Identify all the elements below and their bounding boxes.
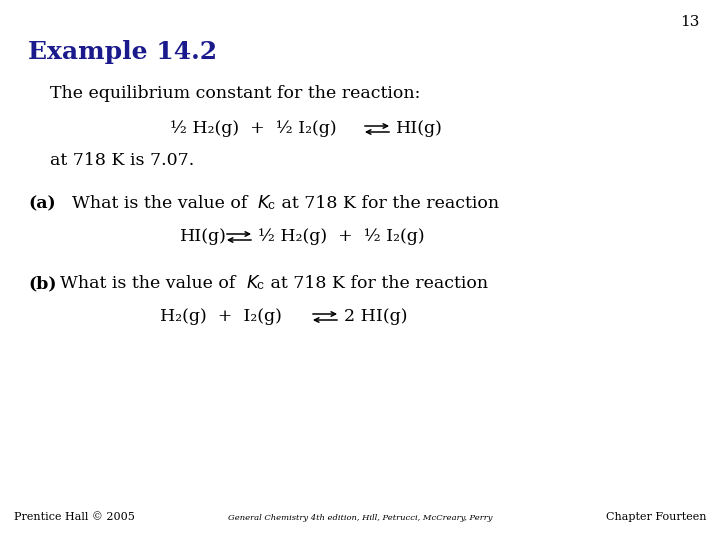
Text: The equilibrium constant for the reaction:: The equilibrium constant for the reactio… xyxy=(50,85,420,102)
Text: HI(g): HI(g) xyxy=(180,228,227,245)
Text: $K$: $K$ xyxy=(246,275,261,292)
Text: General Chemistry 4th edition, Hill, Petrucci, McCreary, Perry: General Chemistry 4th edition, Hill, Pet… xyxy=(228,514,492,522)
Text: c: c xyxy=(267,199,274,212)
Text: (a): (a) xyxy=(28,195,55,212)
Text: at 718 K is 7.07.: at 718 K is 7.07. xyxy=(50,152,194,169)
Text: ½ H₂(g)  +  ½ I₂(g): ½ H₂(g) + ½ I₂(g) xyxy=(258,228,425,245)
Text: at 718 K for the reaction: at 718 K for the reaction xyxy=(276,195,499,212)
Text: $K$: $K$ xyxy=(257,195,271,212)
Text: 2 HI(g): 2 HI(g) xyxy=(344,308,408,325)
Text: HI(g): HI(g) xyxy=(396,120,443,137)
Text: H₂(g)  +  I₂(g): H₂(g) + I₂(g) xyxy=(160,308,282,325)
Text: c: c xyxy=(256,279,263,292)
Text: Example 14.2: Example 14.2 xyxy=(28,40,217,64)
Text: ½ H₂(g)  +  ½ I₂(g): ½ H₂(g) + ½ I₂(g) xyxy=(170,120,337,137)
Text: What is the value of: What is the value of xyxy=(72,195,253,212)
Text: Chapter Fourteen: Chapter Fourteen xyxy=(606,512,706,522)
Text: at 718 K for the reaction: at 718 K for the reaction xyxy=(265,275,488,292)
Text: (b): (b) xyxy=(28,275,56,292)
Text: Prentice Hall © 2005: Prentice Hall © 2005 xyxy=(14,512,135,522)
Text: What is the value of: What is the value of xyxy=(60,275,241,292)
Text: 13: 13 xyxy=(680,15,700,29)
